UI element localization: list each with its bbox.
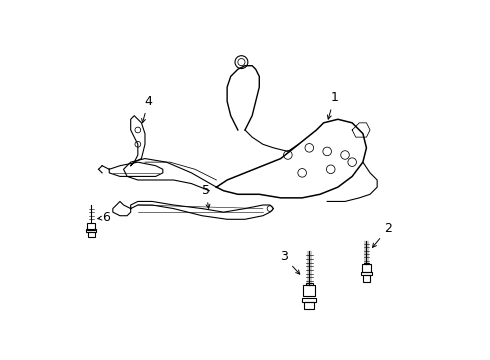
- Text: 3: 3: [280, 250, 300, 274]
- Bar: [303, 285, 316, 297]
- Bar: [88, 232, 95, 237]
- Bar: [304, 302, 315, 310]
- Bar: [363, 275, 370, 282]
- Text: 2: 2: [372, 222, 392, 247]
- Text: 6: 6: [98, 211, 110, 224]
- Text: 5: 5: [202, 184, 210, 208]
- Bar: [362, 264, 371, 272]
- Bar: [361, 272, 372, 275]
- Bar: [88, 222, 96, 230]
- Bar: [302, 298, 316, 302]
- Text: 4: 4: [142, 95, 152, 123]
- Bar: [86, 229, 97, 232]
- Text: 1: 1: [327, 91, 338, 119]
- Bar: [364, 263, 369, 264]
- Bar: [306, 283, 313, 285]
